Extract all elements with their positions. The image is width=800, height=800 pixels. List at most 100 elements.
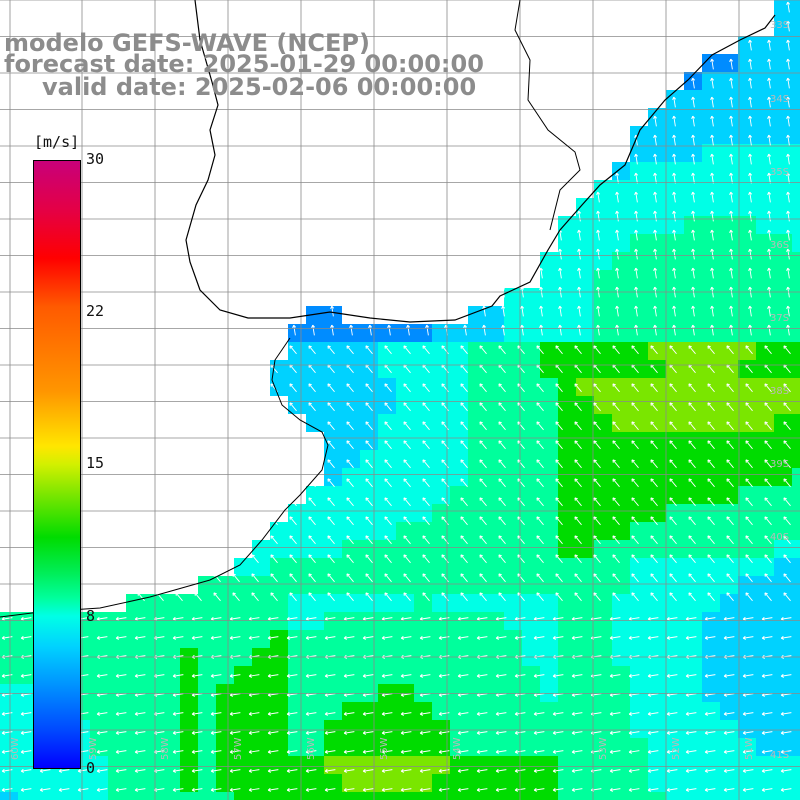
wind-cell [702, 792, 720, 800]
wind-cell [468, 522, 486, 540]
wind-arrow [691, 305, 696, 317]
wind-cell [648, 684, 666, 702]
wind-cell [432, 414, 450, 432]
wind-arrow [555, 573, 563, 583]
wind-cell [630, 684, 648, 702]
wind-cell [324, 414, 342, 432]
wind-cell [450, 414, 468, 432]
wind-arrow [615, 210, 620, 222]
wind-arrow [552, 711, 564, 716]
wind-arrow [723, 730, 735, 735]
wind-arrow [539, 305, 544, 317]
wind-arrow [346, 535, 354, 545]
wind-arrow [745, 592, 753, 602]
wind-cell [648, 378, 666, 396]
wind-cell [234, 720, 252, 738]
wind-arrow [710, 172, 715, 184]
wind-arrow [574, 421, 582, 431]
wind-cell [774, 486, 792, 504]
wind-arrow [571, 635, 583, 640]
wind-cell [792, 180, 800, 198]
wind-cell [396, 378, 414, 396]
wind-cell [432, 522, 450, 540]
wind-cell [270, 666, 288, 684]
wind-cell [774, 144, 792, 162]
wind-cell [792, 90, 800, 108]
wind-arrow [577, 210, 582, 222]
wind-cell [522, 720, 540, 738]
wind-cell [540, 576, 558, 594]
wind-cell [720, 108, 738, 126]
wind-arrow [650, 421, 658, 431]
wind-cell [594, 504, 612, 522]
wind-arrow [726, 573, 734, 583]
wind-arrow [710, 324, 715, 336]
wind-cell [288, 720, 306, 738]
model-title: modelo GEFS-WAVE (NCEP) [4, 29, 370, 57]
wind-arrow [286, 673, 298, 678]
wind-arrow [761, 749, 773, 754]
wind-cell [738, 738, 756, 756]
wind-cell [414, 594, 432, 612]
wind-cell [738, 144, 756, 162]
wind-cell [738, 540, 756, 558]
wind-arrow [536, 573, 544, 583]
wind-arrow [441, 516, 449, 526]
wind-cell [288, 684, 306, 702]
wind-arrow [270, 573, 278, 583]
wind-arrow [691, 172, 696, 184]
wind-arrow [229, 730, 241, 735]
wind-cell [540, 252, 558, 270]
wind-cell [684, 180, 702, 198]
wind-arrow [346, 421, 354, 431]
wind-cell [630, 216, 648, 234]
wind-arrow [476, 730, 488, 735]
wind-arrow [495, 787, 507, 792]
wind-arrow [650, 535, 658, 545]
wind-cell [324, 702, 342, 720]
wind-cell [756, 126, 774, 144]
wind-arrow [688, 402, 696, 412]
wind-cell [576, 522, 594, 540]
wind-arrow [498, 402, 506, 412]
wind-cell [144, 756, 162, 774]
wind-cell [684, 378, 702, 396]
wind-arrow [289, 383, 297, 393]
wind-cell [252, 540, 270, 558]
wind-cell [720, 486, 738, 504]
wind-cell [612, 468, 630, 486]
wind-cell [558, 216, 576, 234]
wind-cell [144, 702, 162, 720]
wind-arrow [536, 554, 544, 564]
wind-arrow [457, 635, 469, 640]
wind-cell [306, 378, 324, 396]
wind-arrow [495, 711, 507, 716]
wind-arrow [764, 497, 772, 507]
wind-arrow [210, 749, 222, 754]
wind-cell [378, 666, 396, 684]
wind-arrow [555, 383, 563, 393]
wind-arrow [574, 402, 582, 412]
wind-arrow [384, 516, 392, 526]
wind-arrow [729, 134, 734, 146]
wind-arrow [707, 592, 715, 602]
wind-arrow [191, 730, 203, 735]
wind-arrow [669, 440, 677, 450]
wind-arrow [669, 573, 677, 583]
wind-cell [306, 720, 324, 738]
wind-cell [792, 54, 800, 72]
wind-cell [342, 432, 360, 450]
wind-arrow [748, 324, 753, 336]
wind-cell [576, 468, 594, 486]
lat-label: 37S [770, 313, 790, 324]
wind-cell [630, 432, 648, 450]
wind-cell [612, 576, 630, 594]
wind-cell [576, 396, 594, 414]
wind-cell [702, 288, 720, 306]
wind-cell [576, 774, 594, 792]
wind-arrow [704, 749, 716, 754]
wind-cell [756, 630, 774, 648]
wind-arrow [441, 554, 449, 564]
wind-cell [666, 450, 684, 468]
wind-arrow [327, 383, 335, 393]
